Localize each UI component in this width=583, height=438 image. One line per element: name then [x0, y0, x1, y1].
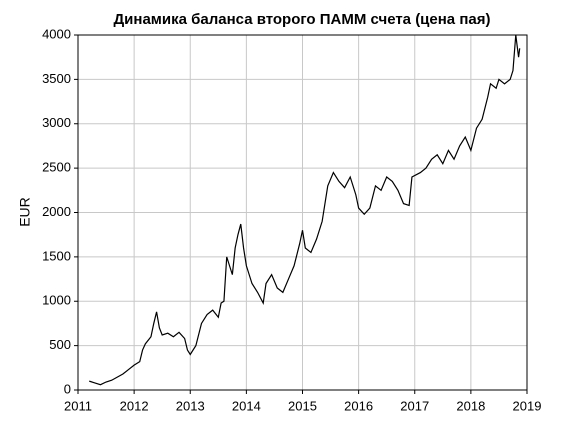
x-tick-label: 2019 — [513, 398, 542, 413]
y-tick-label: 500 — [49, 337, 71, 352]
y-tick-label: 3500 — [42, 71, 71, 86]
y-tick-label: 1000 — [42, 293, 71, 308]
chart-title: Динамика баланса второго ПАММ счета (цен… — [114, 11, 491, 28]
x-tick-label: 2012 — [120, 398, 149, 413]
y-tick-label: 1500 — [42, 248, 71, 263]
x-tick-label: 2014 — [232, 398, 261, 413]
y-tick-label: 4000 — [42, 26, 71, 41]
y-tick-label: 2000 — [42, 204, 71, 219]
y-tick-label: 0 — [64, 381, 71, 396]
y-axis-label: EUR — [17, 197, 33, 227]
x-tick-label: 2017 — [400, 398, 429, 413]
x-tick-label: 2013 — [176, 398, 205, 413]
x-tick-label: 2016 — [344, 398, 373, 413]
y-tick-label: 3000 — [42, 115, 71, 130]
data-line — [89, 34, 521, 386]
x-tick-label: 2011 — [64, 398, 92, 413]
y-tick-label: 2500 — [42, 160, 71, 175]
x-tick-label: 2015 — [288, 398, 317, 413]
plot-frame — [77, 34, 528, 391]
x-tick-label: 2018 — [456, 398, 485, 413]
